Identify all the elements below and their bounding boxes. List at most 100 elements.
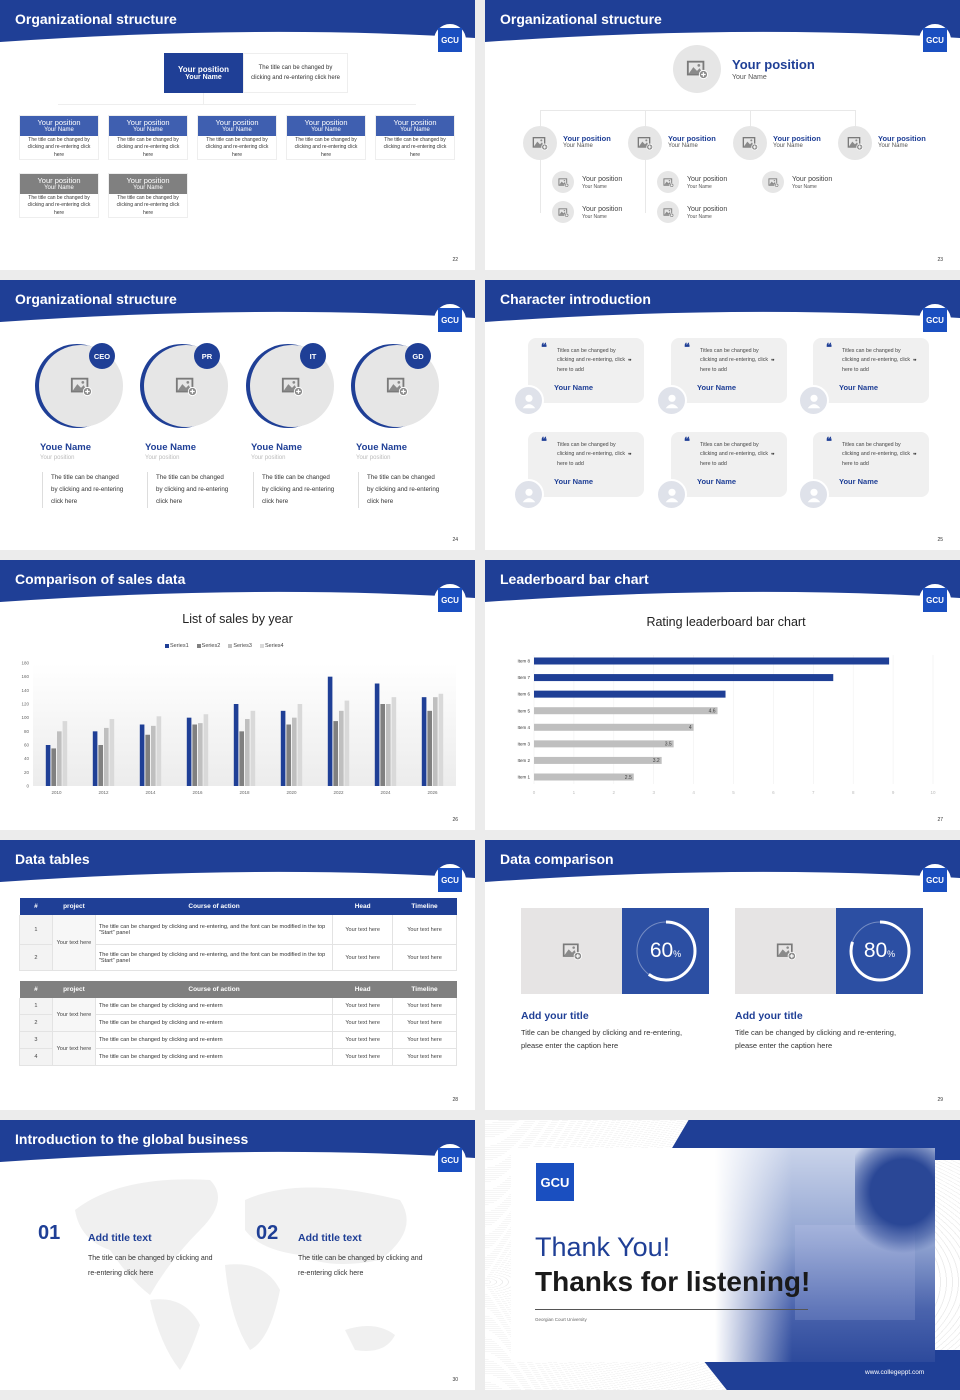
- avatar-icon: [656, 479, 687, 510]
- x-tick-label: 2016: [192, 790, 203, 795]
- gcu-logo: GCU: [438, 28, 462, 52]
- name-label: Your Name: [44, 184, 74, 191]
- close-quote-icon: ❞: [628, 359, 632, 366]
- bar-series3-2022: [339, 710, 344, 786]
- position-label: Your position: [178, 65, 229, 74]
- position-label: Your position: [687, 176, 728, 183]
- position-label: Your position: [582, 176, 623, 183]
- x-tick-label: 2010: [51, 790, 62, 795]
- action-cell: The title can be changed by clicking and…: [94, 1031, 334, 1049]
- position-label: Your position: [582, 206, 623, 213]
- member-name: Youe Name: [356, 442, 408, 453]
- header-band: [0, 560, 475, 602]
- image-placeholder-icon: [657, 171, 679, 193]
- page-number: 27: [937, 817, 943, 823]
- image-placeholder-icon: [762, 171, 784, 193]
- legend-swatch: [196, 644, 201, 648]
- open-quote-icon: ❝: [826, 436, 832, 448]
- bar-series2-2020: [286, 724, 291, 786]
- header-band: [485, 840, 960, 882]
- legend-label: Series1: [170, 643, 189, 649]
- image-placeholder-icon: [552, 201, 574, 223]
- header-band: [0, 0, 475, 42]
- table-header-row: # project Course of action Head Timeline: [19, 980, 457, 998]
- page-number: 28: [452, 1097, 458, 1103]
- bar-value-label: 3.5: [665, 742, 672, 748]
- bar-item-7: [534, 674, 834, 682]
- bar-series2-2010: [51, 748, 56, 786]
- name-label: Your Name: [44, 126, 74, 133]
- slide-title: Organizational structure: [15, 11, 177, 27]
- name-label: Your Name: [792, 184, 817, 190]
- table-row: 2 The title can be changed by clicking an…: [19, 944, 457, 971]
- bar-series1-2026: [421, 697, 427, 786]
- position-label: Your position: [792, 176, 833, 183]
- bar-series2-2024: [380, 704, 385, 786]
- character-name: Your Name: [554, 477, 594, 486]
- header-band: [485, 280, 960, 322]
- page-number: 23: [937, 257, 943, 263]
- org-box-header: Your position Your Name: [198, 116, 276, 136]
- member-position: Your position: [251, 455, 286, 461]
- member-description: The title can be changed by clicking and…: [42, 472, 127, 508]
- character-card: ❝ Titles can be changed by clicking and r…: [528, 432, 644, 497]
- quote-text: Titles can be changed by clicking and re…: [700, 442, 769, 467]
- org-box-header: Your position Your Name: [109, 116, 187, 136]
- member-position: Your position: [145, 455, 180, 461]
- gcu-logo: GCU: [438, 588, 462, 612]
- slide-28: Data tables GCU 28 # project Course of action…: [0, 840, 475, 1110]
- thanks-for-listening: Thanks for listening!: [535, 1266, 811, 1297]
- page-number: 22: [452, 257, 458, 263]
- action-cell: The title can be changed by clicking and…: [94, 914, 334, 945]
- bar-series2-2026: [427, 710, 432, 786]
- percent-number: 60: [649, 939, 674, 962]
- item-heading: Add your title: [735, 1010, 803, 1022]
- chart-title: Rating leaderboard bar chart: [646, 615, 806, 629]
- image-placeholder-icon: [628, 126, 662, 160]
- x-tick-label: 2014: [145, 790, 156, 795]
- bar-series1-2020: [280, 710, 286, 786]
- timeline-cell: Your text here: [392, 1031, 457, 1049]
- y-category-label: Item 5: [517, 708, 530, 713]
- legend-label: Series3: [233, 643, 252, 649]
- gcu-logo: GCU: [438, 1148, 462, 1172]
- gcu-logo: GCU: [923, 28, 947, 52]
- top-description: The title can be changed by clicking and…: [243, 53, 348, 93]
- head-cell: Your text here: [332, 1031, 394, 1049]
- timeline-cell: Your text here: [392, 1014, 457, 1032]
- page-number: 29: [937, 1097, 943, 1103]
- position-label: Your position: [37, 175, 81, 185]
- gcu-logo-large: GCU: [536, 1163, 574, 1201]
- slide-26: Comparison of sales data GCU 26 List of sal…: [0, 560, 475, 830]
- open-quote-icon: ❝: [541, 342, 547, 354]
- bar-item-8: [534, 657, 890, 665]
- row-number: 1: [19, 914, 53, 945]
- bar-series2-2012: [98, 745, 103, 786]
- name-label: Your Name: [222, 126, 252, 133]
- bar-series2-2018: [239, 731, 244, 786]
- item-caption: Title can be changed by clicking and re-…: [521, 1028, 683, 1050]
- y-category-label: Item 7: [517, 675, 530, 680]
- org-box-header: Your position Your Name: [376, 116, 454, 136]
- character-card: ❝ Titles can be changed by clicking and r…: [813, 338, 929, 403]
- bar-series4-2016: [203, 714, 209, 786]
- avatar-icon: [798, 385, 829, 416]
- name-label: Your Name: [133, 126, 163, 133]
- header-band: [485, 0, 960, 42]
- org-box: Your position Your Name The title can be c…: [197, 115, 277, 160]
- x-tick-label: 8: [852, 790, 855, 795]
- image-placeholder-icon: [523, 126, 557, 160]
- y-category-label: Item 6: [517, 692, 530, 697]
- action-cell: The title can be changed by clicking and…: [94, 1014, 334, 1032]
- website-link[interactable]: www.collegeppt.com: [865, 1369, 925, 1376]
- gcu-logo: GCU: [438, 868, 462, 892]
- head-cell: Your text here: [332, 944, 394, 971]
- slide-title: Introduction to the global business: [15, 1131, 249, 1147]
- top-name: Your Name: [732, 74, 767, 81]
- position-label: Your position: [37, 117, 81, 127]
- slide-title: Organizational structure: [500, 11, 662, 27]
- connector-line: [203, 93, 204, 104]
- character-card: ❝ Titles can be changed by clicking and r…: [813, 432, 929, 497]
- character-name: Your Name: [839, 477, 879, 486]
- y-tick-label: 160: [21, 674, 29, 679]
